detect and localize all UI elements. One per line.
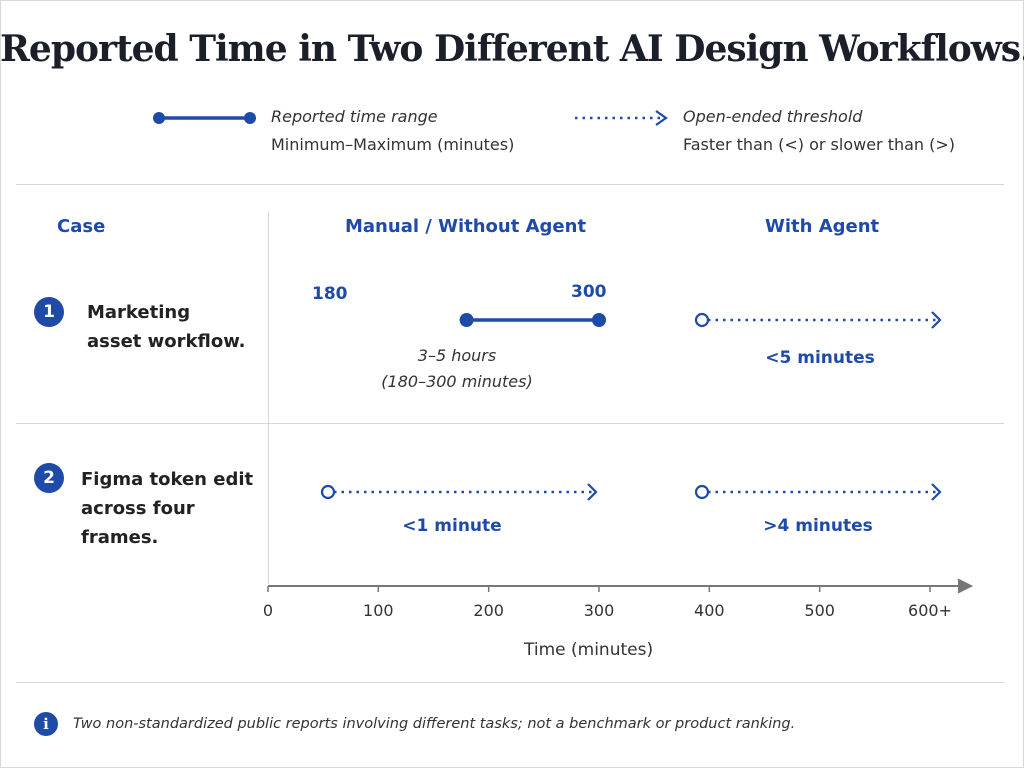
range-note-hours: 3–5 hours [417,346,497,365]
legend-range-desc: Minimum–Maximum (minutes) [271,135,515,154]
x-axis-tick-label: 200 [473,601,504,620]
divider-rows [16,423,1004,424]
case-name: Figma token edit across four frames. [81,469,254,548]
column-header-manual: Manual / Without Agent [345,216,587,237]
threshold-label: <5 minutes [765,348,875,368]
legend-range-label: Reported time range [271,107,438,126]
column-header-agent: With Agent [765,216,880,237]
x-axis-tick-label: 300 [583,601,615,620]
row1-manual-range-min-point [459,313,474,327]
footnote: Two non-standardized public reports invo… [73,716,796,732]
range-min-label: 180 [312,284,348,304]
row2-agent-threshold-open-point [694,484,710,500]
threshold-label: <1 minute [402,516,502,536]
divider-footnote [16,682,1004,683]
row2-manual-threshold-arrow-icon [587,483,598,501]
range-note: 3–5 hours (180–300 minutes) [337,343,577,395]
divider-legend [16,184,1004,185]
row2-agent-threshold-arrow-icon [931,483,942,501]
x-axis-tick-label: 400 [694,601,725,620]
x-axis-arrow-icon [957,578,974,594]
x-axis-tick-label: 500 [804,601,835,620]
info-icon: i [34,712,58,736]
case-number-badge: 2 [34,463,64,493]
legend-threshold-label: Open-ended threshold [683,107,863,126]
x-axis-tick-label: 0 [262,601,274,620]
legend-range-swatch [153,112,256,124]
case-name: Marketing asset workflow. [87,302,246,352]
x-axis-title: Time (minutes) [524,640,654,660]
row1-agent-threshold-arrow-icon [931,311,942,329]
legend-threshold-desc: Faster than (<) or slower than (>) [683,135,956,154]
label-column-divider [268,212,269,584]
row2-manual-threshold-open-point [320,484,336,500]
row1-manual-range-max-point [592,313,606,327]
range-max-label: 300 [571,282,607,302]
range-note-minutes: (180–300 minutes) [381,372,533,391]
x-axis-tick-label: 600+ [908,601,952,620]
legend-threshold-swatch [575,110,668,126]
column-header-case: Case [57,216,106,237]
chart-title: Reported Time in Two Different AI Design… [0,28,1024,70]
case-number-badge: 1 [34,297,64,327]
x-axis-tick-label: 100 [363,601,394,620]
threshold-label: >4 minutes [763,516,873,536]
row1-agent-threshold-open-point [694,312,710,328]
